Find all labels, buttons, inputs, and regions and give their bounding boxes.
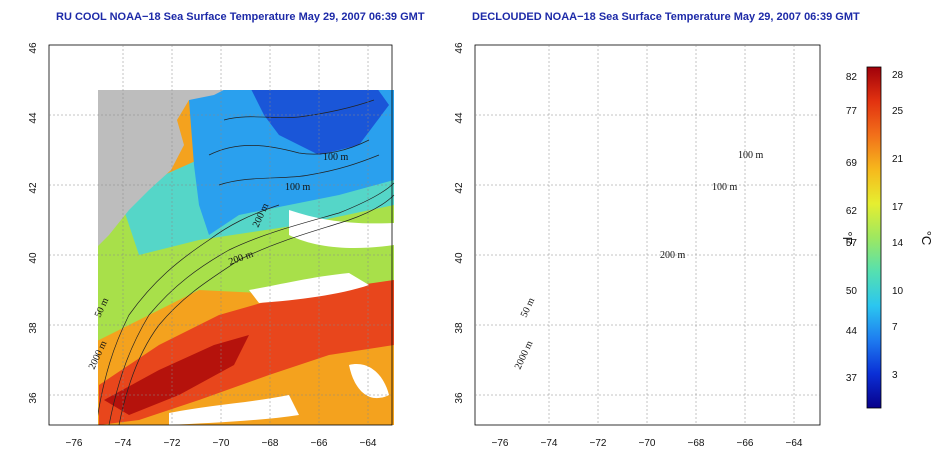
f-tick-label: 77 [846, 106, 858, 117]
declouded-blank [655, 350, 820, 425]
contour-label: 50 m [519, 296, 538, 319]
left-gridlines [49, 45, 392, 425]
right-contour-labels: 200 m 100 m 100 m 50 m 2000 m [513, 150, 764, 371]
left-lon-ticks: −76 −74 −72 −70 −68 −66 −64 [66, 438, 377, 449]
cloud-patch [349, 364, 389, 399]
lat-tick-label: 36 [28, 392, 39, 404]
c-tick-label: 28 [892, 70, 904, 81]
c-tick-label: 7 [892, 322, 898, 333]
colorbar-gradient [866, 66, 882, 409]
contour-label: 100 m [712, 182, 738, 193]
right-lat-ticks: 36 38 40 42 44 46 [454, 42, 465, 404]
f-tick-label: 57 [846, 238, 858, 249]
lon-tick-label: −70 [639, 438, 656, 449]
lon-tick-label: −72 [590, 438, 607, 449]
left-panel-title: RU COOL NOAA−18 Sea Surface Temperature … [56, 11, 425, 23]
fahrenheit-unit: °F [840, 231, 855, 244]
lon-tick-label: −68 [688, 438, 705, 449]
declouded-blank [705, 220, 820, 265]
f-tick-label: 44 [846, 326, 858, 337]
f-tick-label: 50 [846, 286, 858, 297]
lon-tick-label: −64 [360, 438, 377, 449]
lon-tick-label: −72 [164, 438, 181, 449]
c-tick-label: 10 [892, 286, 904, 297]
right-map-frame [474, 44, 821, 426]
lat-tick-label: 42 [28, 182, 39, 194]
lat-tick-label: 42 [454, 182, 465, 194]
lat-tick-label: 40 [454, 252, 465, 264]
cloud-patch [169, 395, 299, 425]
lon-tick-label: −66 [311, 438, 328, 449]
lon-tick-label: −74 [115, 438, 132, 449]
f-tick-label: 82 [846, 72, 858, 83]
right-panel-title: DECLOUDED NOAA−18 Sea Surface Temperatur… [472, 11, 860, 23]
lat-tick-label: 46 [28, 42, 39, 54]
left-map-frame [48, 44, 393, 426]
colorbar: 82 77 69 62 57 50 44 37 28 25 21 17 14 1… [840, 66, 934, 409]
right-map: 200 m 100 m 100 m 50 m 2000 m 36 38 40 4… [454, 42, 821, 449]
c-tick-label: 25 [892, 106, 904, 117]
lat-tick-label: 46 [454, 42, 465, 54]
f-tick-label: 62 [846, 206, 858, 217]
lon-tick-label: −64 [786, 438, 803, 449]
declouded-blank [705, 330, 755, 350]
contour-label: 100 m [323, 152, 349, 163]
lat-tick-label: 36 [454, 392, 465, 404]
lon-tick-label: −70 [213, 438, 230, 449]
lon-tick-label: −76 [66, 438, 83, 449]
lon-tick-label: −76 [492, 438, 509, 449]
lat-tick-label: 38 [454, 322, 465, 334]
right-gridlines [475, 45, 820, 425]
lat-tick-label: 44 [28, 112, 39, 124]
colorbar-celsius-ticks: 28 25 21 17 14 10 7 3 [892, 70, 904, 381]
c-tick-label: 3 [892, 370, 898, 381]
lon-tick-label: −74 [541, 438, 558, 449]
c-tick-label: 14 [892, 238, 904, 249]
lat-tick-label: 38 [28, 322, 39, 334]
celsius-unit: °C [919, 231, 934, 246]
contour-label: 2000 m [513, 339, 536, 371]
left-map: 200 m 200 m 100 m 100 m 50 m 2000 m 36 3… [28, 42, 395, 449]
lon-tick-label: −68 [262, 438, 279, 449]
contour-label: 200 m [660, 250, 686, 261]
lat-tick-label: 40 [28, 252, 39, 264]
f-tick-label: 69 [846, 158, 858, 169]
lat-tick-label: 44 [454, 112, 465, 124]
colorbar-fahrenheit-ticks: 82 77 69 62 57 50 44 37 [846, 72, 858, 384]
lon-tick-label: −66 [737, 438, 754, 449]
c-tick-label: 21 [892, 154, 904, 165]
contour-label: 100 m [738, 150, 764, 161]
c-tick-label: 17 [892, 202, 904, 213]
right-lon-ticks: −76 −74 −72 −70 −68 −66 −64 [492, 438, 803, 449]
contour-label: 100 m [285, 182, 311, 193]
cloud-patch [249, 273, 369, 303]
f-tick-label: 37 [846, 373, 858, 384]
left-lat-ticks: 36 38 40 42 44 46 [28, 42, 39, 404]
